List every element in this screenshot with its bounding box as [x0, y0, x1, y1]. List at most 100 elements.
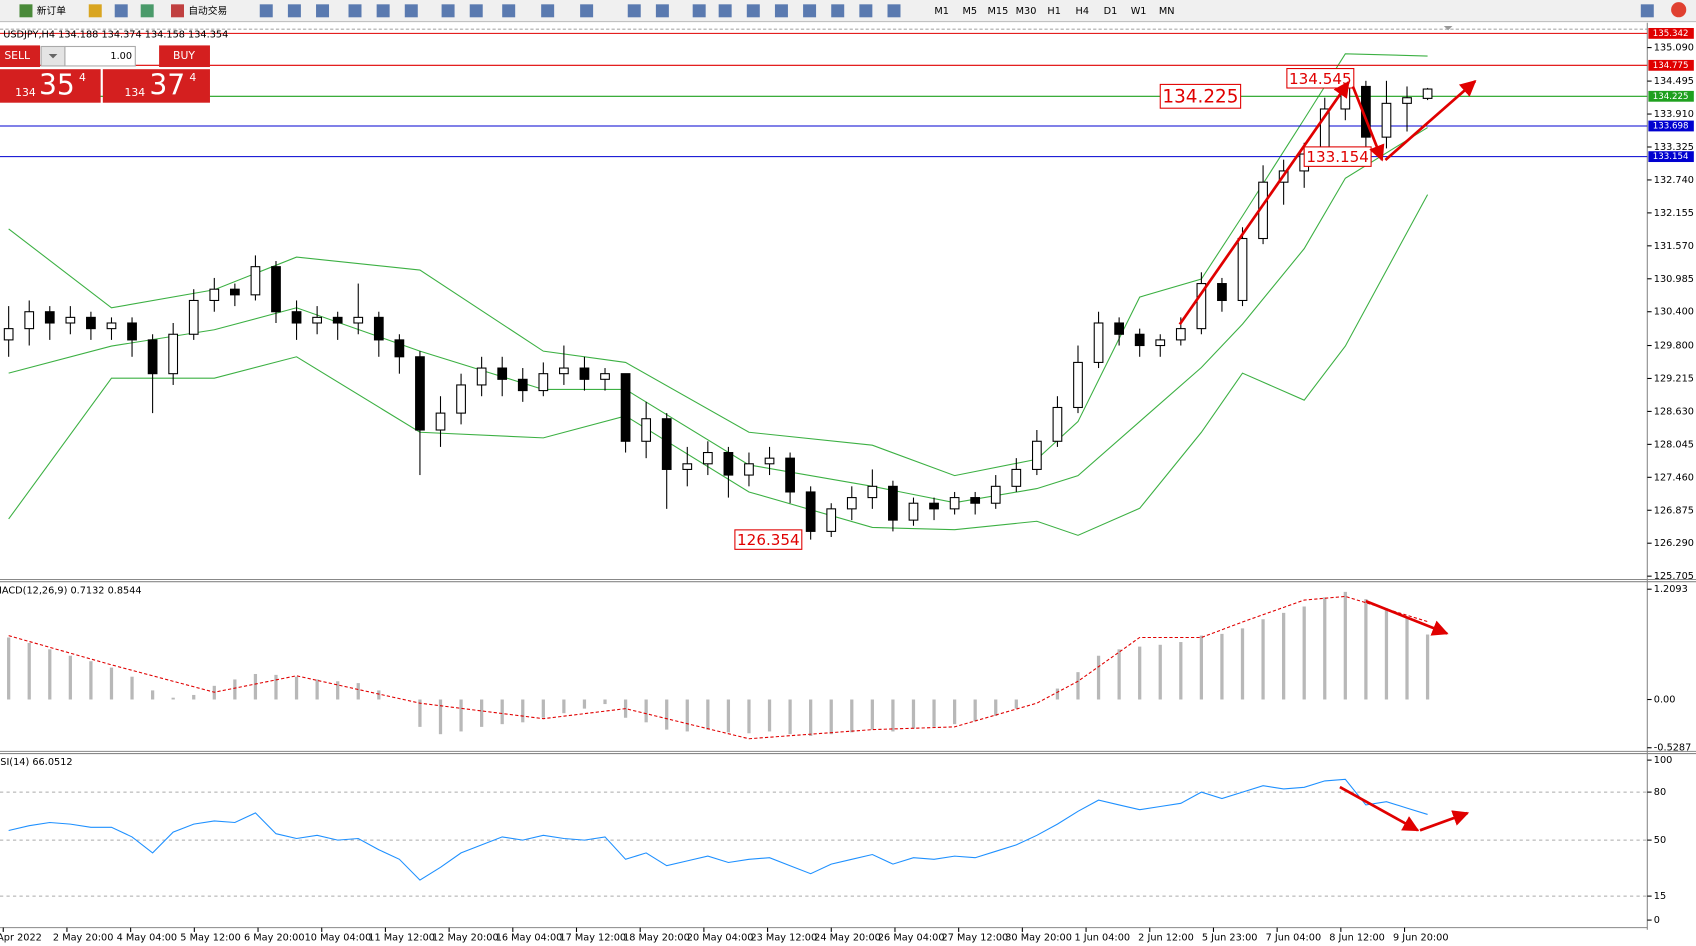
x-tick-label: 18 May 20:00	[623, 932, 690, 943]
candle-body	[867, 485, 878, 499]
y-tick-label: -0.5287	[1654, 743, 1692, 754]
candle-body	[86, 316, 96, 330]
price-label-box	[1159, 83, 1242, 109]
timeframe-button[interactable]: M30	[1016, 6, 1037, 17]
auto-trading-icon[interactable]	[171, 4, 184, 18]
price-label: 134.225	[1162, 86, 1238, 107]
candle-body	[24, 311, 35, 330]
y-tick-label: 126.290	[1654, 538, 1694, 549]
macd-signal	[8, 595, 1428, 740]
x-tick-label: 5 May 12:00	[180, 932, 241, 943]
candle-body	[970, 497, 981, 504]
candle-body	[1011, 468, 1022, 487]
ask-pips[interactable]: 37	[149, 69, 185, 102]
timeframe-button[interactable]: W1	[1131, 6, 1147, 17]
y-tick-label: 132.740	[1654, 175, 1694, 186]
icon[interactable]	[140, 4, 154, 18]
candle-body	[517, 378, 528, 392]
candle-body	[209, 288, 220, 302]
candle-body	[702, 451, 713, 465]
buy-label[interactable]: BUY	[173, 49, 195, 62]
ask-big-figure[interactable]: 134	[124, 86, 145, 99]
candle-body	[785, 457, 795, 493]
x-tick-label: 9 Jun 20:00	[1393, 932, 1449, 943]
level-label: 135.342	[1653, 29, 1689, 39]
timeframe-button[interactable]: MN	[1159, 6, 1175, 17]
lot-input[interactable]	[64, 45, 136, 67]
buy-button[interactable]	[159, 45, 210, 68]
candle-body	[1237, 237, 1248, 302]
candle-body	[271, 266, 281, 313]
y-tick-label: 131.570	[1654, 241, 1694, 252]
bollinger-upper	[8, 53, 1428, 477]
candle-body	[250, 266, 261, 296]
x-tick-label: 11 May 12:00	[368, 932, 435, 943]
candle-body	[723, 451, 734, 476]
candle-body	[106, 322, 117, 330]
y-tick-label: 15	[1654, 891, 1666, 902]
plot: 135.090 134.495 133.910 133.325 132.740 132.1…	[0, 27, 1694, 943]
indicator-title: RSI(14) 66.0512	[0, 757, 73, 768]
candle-body	[44, 311, 55, 324]
timeframe-button[interactable]: M5	[962, 6, 977, 17]
candle-body	[929, 502, 939, 510]
icon[interactable]	[114, 4, 128, 18]
candle-body	[1114, 322, 1124, 335]
bid-big-figure[interactable]: 134	[15, 86, 36, 99]
candle-body	[3, 328, 14, 341]
bid-box[interactable]	[0, 69, 101, 103]
toolbar	[0, 0, 1696, 22]
new-order-icon[interactable]	[19, 4, 33, 18]
bid-point[interactable]: 4	[79, 71, 86, 84]
timeframe-button[interactable]: M1	[934, 6, 949, 17]
bid-pips[interactable]: 35	[39, 69, 75, 102]
timeframe-button[interactable]: H4	[1076, 6, 1090, 17]
y-tick-label: 129.215	[1654, 373, 1694, 384]
candle-body	[394, 339, 405, 358]
x-tick-label: 2 May 20:00	[53, 932, 114, 943]
ask-box[interactable]	[102, 69, 210, 103]
lot-value[interactable]: 1.00	[110, 51, 132, 62]
y-tick-label: 127.460	[1654, 472, 1694, 483]
y-tick-label: 50	[1654, 835, 1666, 846]
timeframe-button[interactable]: D1	[1104, 6, 1118, 17]
icon[interactable]	[88, 4, 102, 18]
timeframe-button[interactable]: M15	[988, 6, 1009, 17]
tool-icons[interactable]	[259, 2, 1687, 18]
candle-body	[1052, 406, 1063, 442]
candle-body	[682, 463, 693, 470]
y-tick-label: 1.2093	[1654, 584, 1688, 595]
candle-body	[744, 463, 754, 476]
candle-body	[353, 316, 364, 324]
y-tick-label: 133.325	[1654, 142, 1694, 153]
y-tick-label: 0.00	[1654, 695, 1676, 706]
candle-body	[229, 288, 240, 296]
sell-button[interactable]	[0, 45, 41, 68]
y-tick-label: 100	[1654, 755, 1673, 766]
candle-body	[641, 418, 652, 442]
x-tick-label: 5 Jun 23:00	[1202, 932, 1258, 943]
indicator-title: MACD(12,26,9) 0.7132 0.8544	[0, 585, 142, 596]
candle-body	[1073, 361, 1083, 409]
candle-body	[559, 367, 569, 375]
new-order[interactable]: 新订单	[37, 4, 66, 17]
candle-body	[1196, 283, 1207, 330]
candle-body	[188, 299, 199, 335]
candle-body	[127, 322, 137, 341]
level-label: 133.154	[1653, 152, 1689, 162]
candle-body	[1155, 339, 1166, 347]
sell-label[interactable]: SELL	[4, 49, 30, 62]
ask-point[interactable]: 4	[189, 71, 196, 84]
auto-trading[interactable]: 自动交易	[188, 4, 227, 17]
bollinger-lower	[8, 194, 1429, 536]
timeframe-button[interactable]: H1	[1047, 6, 1061, 17]
price-label: 134.545	[1289, 70, 1352, 88]
trade-panel: SELL 1.00 BUY 134 35 4 134 37 4	[0, 45, 210, 103]
candle-body	[908, 502, 919, 521]
candle-body	[312, 316, 322, 324]
x-tick-label: 30 May 20:00	[1005, 932, 1072, 943]
candle-body	[826, 508, 837, 532]
annotation-arrows	[1178, 80, 1477, 832]
level-tag	[1648, 27, 1694, 39]
